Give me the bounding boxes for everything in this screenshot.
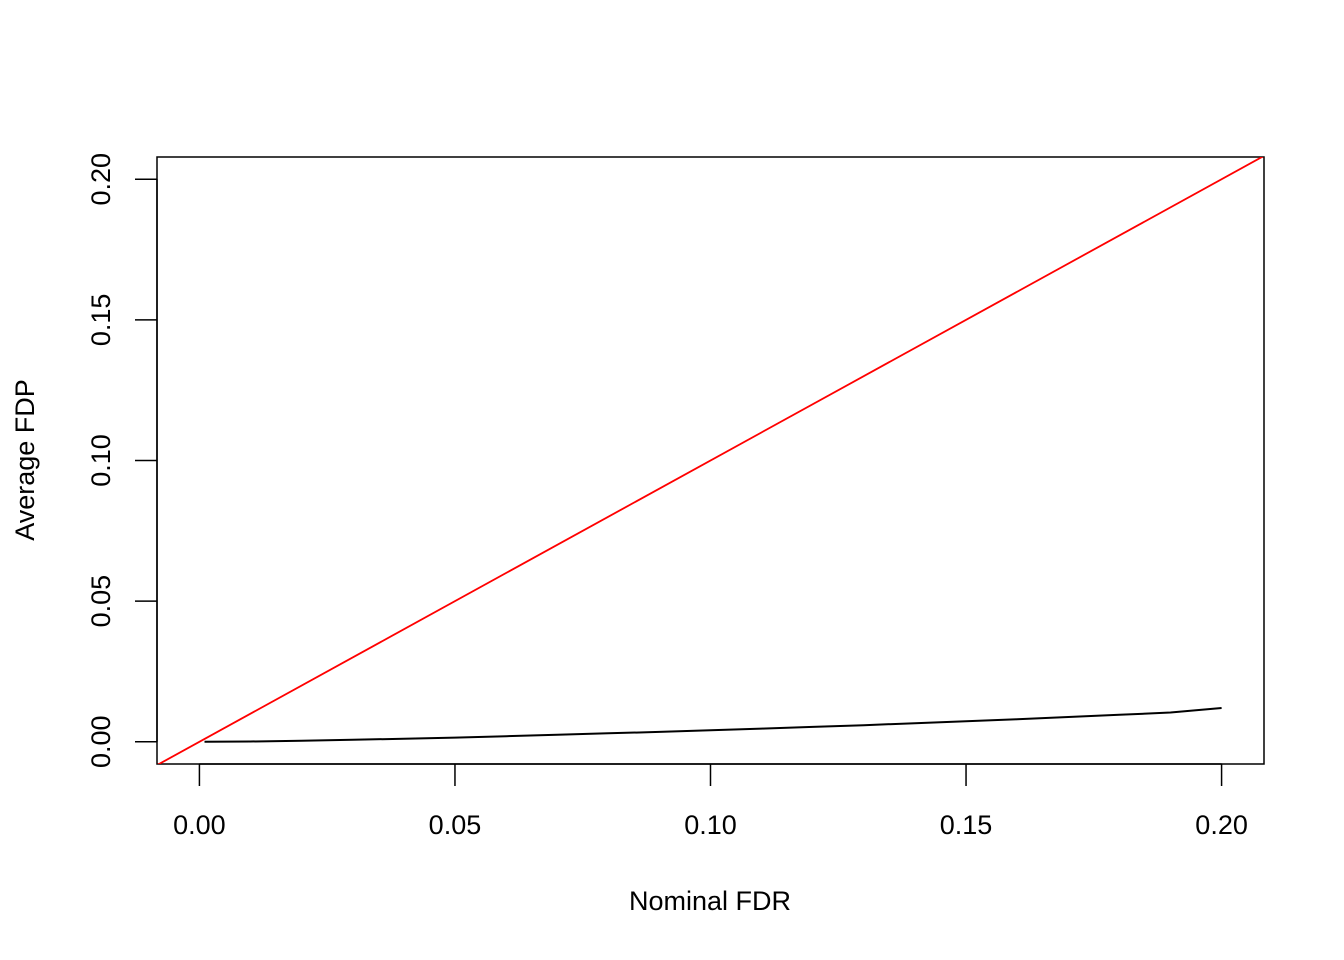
x-axis: 0.00 0.05 0.10 0.15 0.20: [173, 763, 1248, 840]
y-axis: 0.00 0.05 0.10 0.15 0.20: [86, 153, 158, 768]
x-tick-label: 0.00: [173, 810, 226, 840]
y-axis-title: Average FDP: [10, 379, 40, 541]
y-tick-label: 0.20: [86, 153, 116, 206]
y-tick-label: 0.10: [86, 434, 116, 487]
x-tick-label: 0.05: [429, 810, 482, 840]
y-tick-label: 0.15: [86, 294, 116, 347]
x-tick-label: 0.10: [684, 810, 737, 840]
y-tick-label: 0.05: [86, 575, 116, 628]
x-tick-label: 0.15: [940, 810, 993, 840]
y-tick-label: 0.00: [86, 715, 116, 768]
x-axis-title: Nominal FDR: [629, 886, 791, 916]
series-line: [204, 707, 1222, 743]
x-tick-label: 0.20: [1195, 810, 1248, 840]
plot-area: [157, 157, 1264, 764]
reference-line: [157, 157, 1264, 764]
